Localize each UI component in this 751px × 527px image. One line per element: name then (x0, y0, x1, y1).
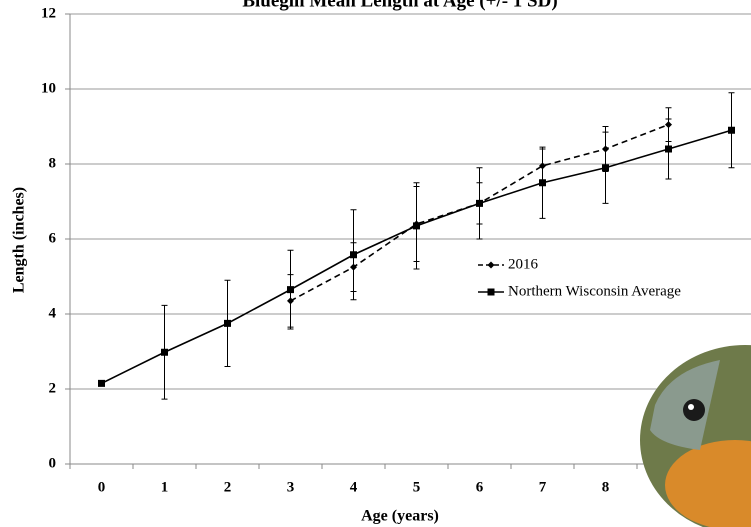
y-tick-label: 8 (49, 155, 57, 171)
marker (98, 379, 105, 387)
y-tick-label: 6 (49, 230, 57, 246)
x-tick-label: 1 (161, 479, 169, 495)
y-tick-label: 12 (41, 5, 56, 21)
x-tick-label: 2 (224, 479, 232, 495)
legend-label: Northern Wisconsin Average (508, 283, 681, 299)
marker (665, 145, 672, 153)
x-tick-label: 8 (602, 479, 610, 495)
marker (287, 286, 294, 294)
legend-marker (487, 288, 495, 296)
chart-title: Bluegill Mean Length at Age (+/- 1 SD) (242, 0, 557, 11)
marker (350, 251, 357, 259)
x-tick-label: 4 (350, 479, 358, 495)
y-tick-label: 4 (49, 305, 57, 321)
x-tick-label: 7 (539, 479, 547, 495)
marker (161, 348, 168, 356)
x-tick-label: 5 (413, 479, 421, 495)
x-axis-label: Age (years) (361, 508, 439, 525)
y-tick-label: 0 (49, 455, 57, 471)
y-axis-label: Length (inches) (11, 187, 28, 293)
legend-entry: 2016 (478, 256, 539, 272)
x-tick-label: 0 (98, 479, 106, 495)
plot-area: 02468101201234567892016Northern Wisconsi… (41, 5, 751, 495)
x-tick-label: 3 (287, 479, 295, 495)
marker (413, 222, 420, 230)
marker (476, 199, 483, 207)
legend-marker (487, 261, 495, 269)
marker (602, 164, 609, 172)
y-tick-label: 10 (41, 80, 56, 96)
y-tick-label: 2 (49, 380, 57, 396)
legend-entry: Northern Wisconsin Average (478, 283, 681, 299)
fish-illustration (640, 345, 751, 527)
marker (728, 126, 735, 134)
marker (539, 179, 546, 187)
marker (224, 319, 231, 327)
x-tick-label: 6 (476, 479, 484, 495)
legend-label: 2016 (508, 256, 539, 272)
